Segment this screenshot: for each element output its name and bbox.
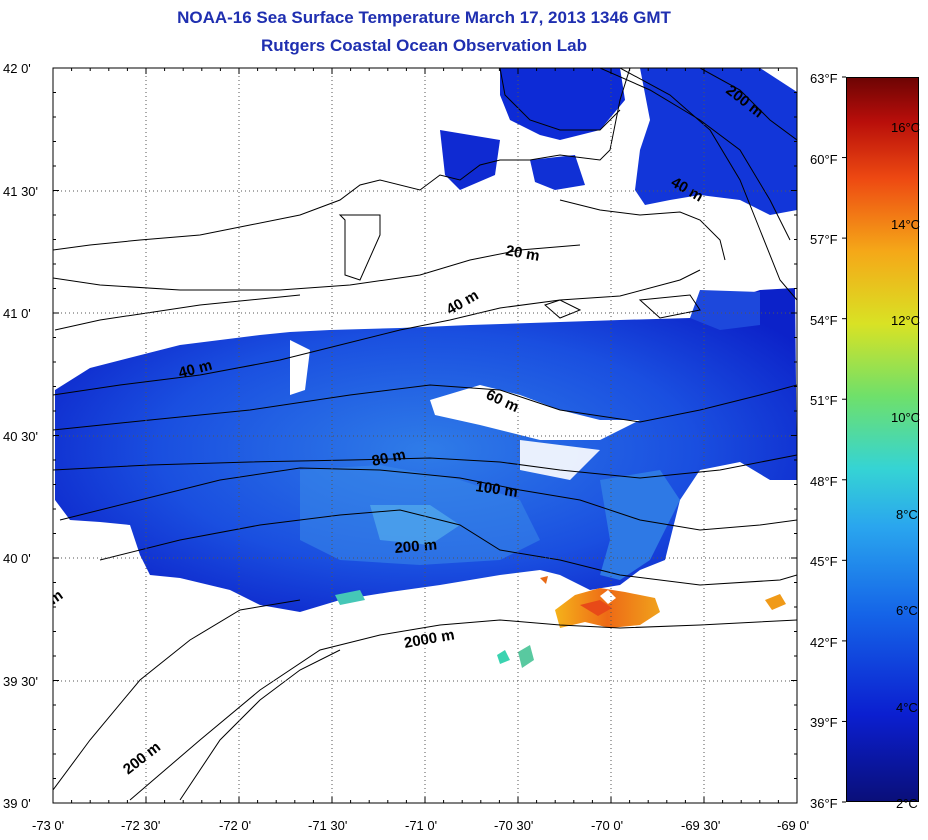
lon-label: -70 0'	[591, 818, 624, 833]
fahrenheit-label: 63°F	[810, 71, 838, 86]
sst-north-patch	[500, 68, 625, 140]
graticule	[53, 68, 797, 803]
fahrenheit-label: 60°F	[810, 152, 838, 167]
lat-label: 41 0'	[3, 306, 31, 321]
lat-label: 40 30'	[3, 429, 39, 444]
lon-label: -71 0'	[405, 818, 438, 833]
map-title: NOAA-16 Sea Surface Temperature March 17…	[177, 8, 671, 27]
isobath-label: 200 m	[394, 536, 438, 557]
cloud-gap	[430, 385, 640, 440]
lon-label: -72 30'	[121, 818, 161, 833]
fahrenheit-label: 48°F	[810, 474, 838, 489]
coastline	[53, 68, 726, 331]
isobath-label: 20 m	[504, 242, 541, 265]
lat-label: 39 30'	[3, 674, 39, 689]
fahrenheit-label: 39°F	[810, 715, 838, 730]
lon-label: -71 30'	[308, 818, 348, 833]
lon-label: -69 0'	[777, 818, 810, 833]
isobath-labels: 200 m 40 m 20 m 40 m 40 m 60 m 80 m 100 …	[46, 82, 767, 779]
fahrenheit-label: 42°F	[810, 635, 838, 650]
celsius-label: 16°C	[891, 120, 921, 135]
color-scale-bar	[846, 77, 919, 802]
isobath-label: 100 m	[474, 478, 518, 501]
lon-label: -73 0'	[32, 818, 65, 833]
lat-label: 40 0'	[3, 551, 31, 566]
lon-label: -70 30'	[494, 818, 534, 833]
celsius-label: 4°C	[896, 700, 918, 715]
celsius-label: 14°C	[891, 217, 921, 232]
isobaths	[53, 68, 797, 801]
lon-label: -69 30'	[681, 818, 721, 833]
isobath-label: m	[46, 587, 67, 609]
celsius-label: 10°C	[891, 410, 921, 425]
lon-label: -72 0'	[219, 818, 252, 833]
fahrenheit-label: 57°F	[810, 232, 838, 247]
lat-label: 42 0'	[3, 61, 31, 76]
fahrenheit-label: 51°F	[810, 393, 838, 408]
fahrenheit-label: 36°F	[810, 796, 838, 811]
lat-label: 41 30'	[3, 184, 39, 199]
fahrenheit-label: 54°F	[810, 313, 838, 328]
isobath-label: 200 m	[120, 739, 164, 779]
celsius-label: 2°C	[896, 796, 918, 811]
celsius-label: 6°C	[896, 603, 918, 618]
sst-northeast-patch	[635, 68, 797, 215]
map-subtitle: Rutgers Coastal Ocean Observation Lab	[261, 36, 587, 55]
isobath-label: 80 m	[370, 446, 407, 470]
lat-label: 39 0'	[3, 796, 31, 811]
sst-field: 200 m 40 m 20 m 40 m 40 m 60 m 80 m 100 …	[46, 68, 797, 801]
sst-northwest-patch	[440, 130, 500, 190]
fahrenheit-label: 45°F	[810, 554, 838, 569]
celsius-label: 8°C	[896, 507, 918, 522]
celsius-label: 12°C	[891, 313, 921, 328]
